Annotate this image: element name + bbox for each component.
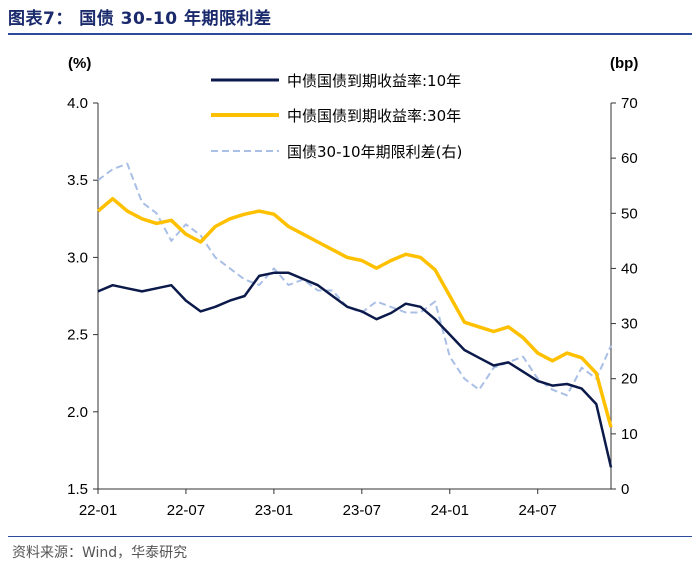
x-tick-label: 23-01 [255,502,293,519]
right-tick-label: 50 [621,205,638,222]
legend-spread-label: 国债30-10年期限利差(右) [287,143,462,161]
ticks: 4.0 3.5 3.0 2.5 2.0 1.5 70 60 50 40 30 20 10 0 22-01 22… [67,95,638,519]
left-tick-label: 4.0 [67,95,88,112]
right-tick-label: 60 [621,150,638,167]
chart-title: 图表7： 国债 30-10 年期限利差 [8,9,272,29]
left-tick-label: 1.5 [67,481,88,498]
series-spread-line [97,162,612,397]
left-unit-label: (%) [68,55,91,72]
series-30y-line [96,196,613,428]
source-note: 资料来源：Wind，华泰研究 [12,545,188,561]
right-tick-label: 0 [621,481,629,498]
left-tick-label: 2.5 [67,327,88,344]
right-tick-label: 40 [621,260,638,277]
legend-30y-label: 中债国债到期收益率:30年 [287,107,461,125]
x-tick-label: 23-07 [343,502,381,519]
plot-lines [96,162,613,468]
x-tick-label: 24-07 [519,502,557,519]
right-tick-label: 10 [621,426,638,443]
series-10y-line [97,271,613,468]
left-tick-label: 2.0 [67,404,88,421]
right-tick-label: 70 [621,95,638,112]
right-tick-label: 20 [621,371,638,388]
legend: 中债国债到期收益率:10年 中债国债到期收益率:30年 国债30-10年期限利差… [211,72,462,161]
left-tick-label: 3.0 [67,249,88,266]
x-tick-label: 22-01 [79,502,117,519]
right-tick-label: 30 [621,316,638,333]
legend-10y-label: 中债国债到期收益率:10年 [287,72,461,90]
source-divider [8,536,692,537]
x-tick-label: 22-07 [167,502,205,519]
x-tick-label: 24-01 [431,502,469,519]
right-unit-label: (bp) [610,55,638,72]
title-underline [8,33,692,35]
left-tick-label: 3.5 [67,172,88,189]
